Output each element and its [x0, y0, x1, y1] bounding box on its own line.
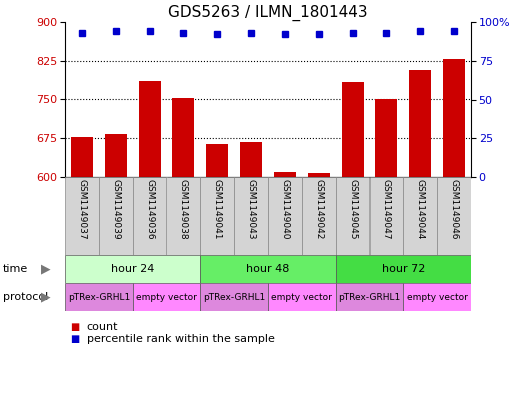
Text: ■: ■ — [70, 322, 80, 332]
Text: pTRex-GRHL1: pTRex-GRHL1 — [339, 292, 401, 301]
Bar — [65, 283, 133, 311]
Text: GSM1149047: GSM1149047 — [382, 179, 391, 240]
Bar — [201, 255, 336, 283]
Bar — [437, 177, 471, 255]
Bar — [308, 173, 330, 177]
Bar — [336, 177, 369, 255]
Bar — [99, 177, 133, 255]
Bar — [403, 177, 437, 255]
Bar — [65, 255, 201, 283]
Text: pTRex-GRHL1: pTRex-GRHL1 — [203, 292, 265, 301]
Bar — [167, 177, 201, 255]
Text: empty vector: empty vector — [271, 292, 332, 301]
Text: ▶: ▶ — [42, 263, 51, 275]
Text: percentile rank within the sample: percentile rank within the sample — [87, 334, 274, 344]
Bar — [206, 145, 228, 177]
Text: GSM1149045: GSM1149045 — [348, 179, 357, 240]
Text: time: time — [3, 264, 28, 274]
Text: GSM1149042: GSM1149042 — [314, 179, 323, 240]
Bar — [133, 283, 201, 311]
Text: count: count — [87, 322, 118, 332]
Bar — [268, 283, 336, 311]
Text: pTRex-GRHL1: pTRex-GRHL1 — [68, 292, 130, 301]
Bar — [268, 177, 302, 255]
Text: hour 72: hour 72 — [382, 264, 425, 274]
Bar — [172, 99, 194, 177]
Text: ▶: ▶ — [42, 290, 51, 303]
Bar — [201, 177, 234, 255]
Text: empty vector: empty vector — [407, 292, 468, 301]
Bar — [105, 134, 127, 177]
Bar — [240, 142, 262, 177]
Bar — [443, 59, 465, 177]
Bar — [71, 137, 93, 177]
Text: GSM1149037: GSM1149037 — [77, 179, 86, 240]
Bar — [139, 81, 161, 177]
Text: hour 48: hour 48 — [246, 264, 290, 274]
Text: hour 24: hour 24 — [111, 264, 154, 274]
Bar — [342, 83, 364, 177]
Text: GSM1149038: GSM1149038 — [179, 179, 188, 240]
Bar — [201, 283, 268, 311]
Text: GSM1149046: GSM1149046 — [449, 179, 459, 240]
Bar — [403, 283, 471, 311]
Text: GSM1149036: GSM1149036 — [145, 179, 154, 240]
Bar — [133, 177, 167, 255]
Bar — [65, 177, 99, 255]
Bar — [302, 177, 336, 255]
Text: protocol: protocol — [3, 292, 48, 302]
Bar — [369, 177, 403, 255]
Text: GSM1149040: GSM1149040 — [281, 179, 289, 240]
Text: ■: ■ — [70, 334, 80, 344]
Text: empty vector: empty vector — [136, 292, 197, 301]
Bar — [274, 172, 296, 177]
Bar — [336, 283, 403, 311]
Text: GSM1149041: GSM1149041 — [213, 179, 222, 240]
Bar — [234, 177, 268, 255]
Bar — [409, 70, 431, 177]
Text: GSM1149043: GSM1149043 — [247, 179, 255, 240]
Text: GSM1149039: GSM1149039 — [111, 179, 120, 240]
Bar — [376, 99, 398, 177]
Title: GDS5263 / ILMN_1801443: GDS5263 / ILMN_1801443 — [168, 4, 368, 21]
Bar — [336, 255, 471, 283]
Text: GSM1149044: GSM1149044 — [416, 179, 425, 240]
